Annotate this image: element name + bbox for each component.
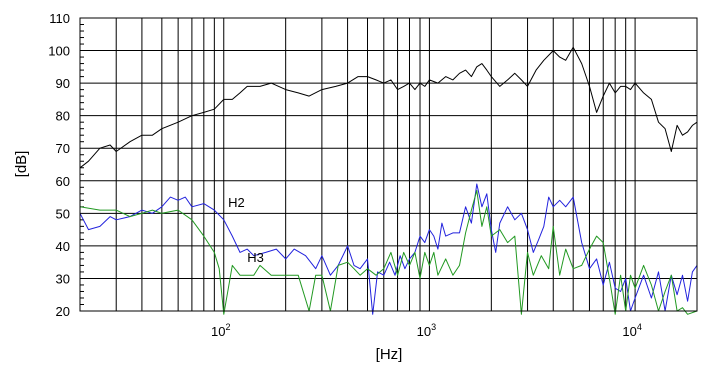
- y-tick-label: 30: [56, 271, 70, 286]
- x-tick-label: 102: [211, 322, 230, 339]
- series-line-h3: [79, 190, 698, 315]
- series-annotations: H2 H3: [228, 195, 264, 265]
- y-tick-label: 100: [48, 44, 70, 59]
- plot-background: [80, 18, 697, 311]
- y-tick-label: 20: [56, 304, 70, 319]
- x-tick-label: 103: [417, 322, 436, 339]
- y-tick-label: 90: [56, 76, 70, 91]
- x-axis-label: [Hz]: [376, 346, 403, 363]
- y-tick-label: 80: [56, 109, 70, 124]
- y-tick-label: 110: [49, 11, 70, 26]
- axis-minor-ticks: [80, 24, 84, 305]
- y-tick-label: 40: [56, 239, 70, 254]
- data-series: [79, 46, 698, 315]
- series-line-h2: [79, 183, 698, 315]
- y-tick-label: 60: [56, 174, 70, 189]
- series-annotation: H3: [247, 250, 264, 265]
- y-tick-label: 70: [56, 141, 70, 156]
- y-axis-label: [dB]: [13, 151, 30, 178]
- y-tick-label: 50: [56, 206, 70, 221]
- x-tick-label: 104: [622, 322, 641, 339]
- series-annotation: H2: [228, 195, 245, 210]
- series-line-fundamental: [79, 46, 698, 169]
- plot-frame: [79, 17, 698, 312]
- y-tick-labels: 20 30 40 50 60 70 80 90 100 110: [48, 11, 70, 319]
- x-tick-labels: 102 103 104: [211, 322, 642, 339]
- grid-lines: [80, 17, 697, 312]
